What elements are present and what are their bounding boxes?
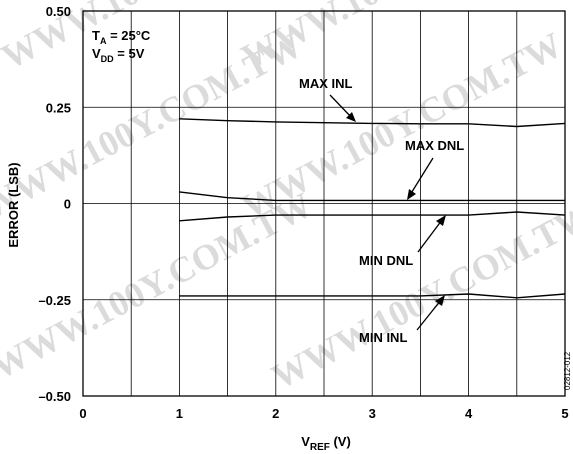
arrowhead-min-inl [435,295,445,306]
annotation-max-dnl: MAX DNL [405,138,464,200]
x-tick-label: 4 [465,406,473,421]
condition-ta-sub: A [100,36,107,46]
arrow-min-inl [416,299,442,331]
condition-vdd: VDD = 5V [92,46,145,64]
x-tick-labels: 0 1 2 3 4 5 [79,406,568,421]
y-tick-label: –0.50 [38,389,71,404]
x-tick-label: 3 [369,406,376,421]
condition-ta: TA = 25°C [92,28,151,46]
label-max-dnl: MAX DNL [405,138,464,153]
series-group [179,118,566,299]
condition-vdd-main: V [92,46,101,61]
x-axis-title: VREF (V) [301,434,351,453]
y-tick-label: 0 [64,197,71,212]
condition-ta-main: T [92,28,100,43]
y-axis-title: ERROR (LSB) [6,162,21,247]
condition-vdd-value: = 5V [114,46,145,61]
x-axis-title-unit: (V) [330,434,351,449]
x-axis-title-main: V [301,434,310,449]
arrowhead-min-dnl [436,215,446,226]
arrowhead-max-inl [346,112,356,122]
plot-frame [82,10,566,397]
x-tick-label: 2 [272,406,279,421]
annotation-min-dnl: MIN DNL [359,215,446,268]
y-tick-label: 0.25 [46,100,71,115]
arrowhead-max-dnl [407,189,416,200]
x-tick-label: 5 [561,406,568,421]
figure-code: 02812-012 [563,351,572,390]
watermark: WWW.100Y.COM.TW WWW.100Y.COM.TW WWW.100Y… [0,0,573,397]
condition-vdd-sub: DD [101,54,114,64]
condition-ta-value: = 25°C [106,28,150,43]
y-tick-label: 0.50 [46,4,71,19]
x-tick-label: 0 [79,406,86,421]
label-min-dnl: MIN DNL [359,253,413,268]
series-line-max-inl [179,118,566,128]
y-tick-label: –0.25 [38,293,71,308]
series-line-min-dnl [179,211,566,222]
annotation-min-inl: MIN INL [359,295,445,345]
series-line-max-dnl [179,191,565,202]
x-axis-title-sub: REF [310,442,330,453]
label-max-inl: MAX INL [299,76,353,91]
x-tick-label: 1 [176,406,183,421]
series-line-min-inl [179,293,566,299]
arrow-min-dnl [417,219,443,253]
grid [83,11,565,396]
arrow-max-dnl [409,157,434,196]
y-tick-labels: 0.50 0.25 0 –0.25 –0.50 [38,4,71,404]
label-min-inl: MIN INL [359,330,407,345]
annotation-max-inl: MAX INL [299,76,356,122]
